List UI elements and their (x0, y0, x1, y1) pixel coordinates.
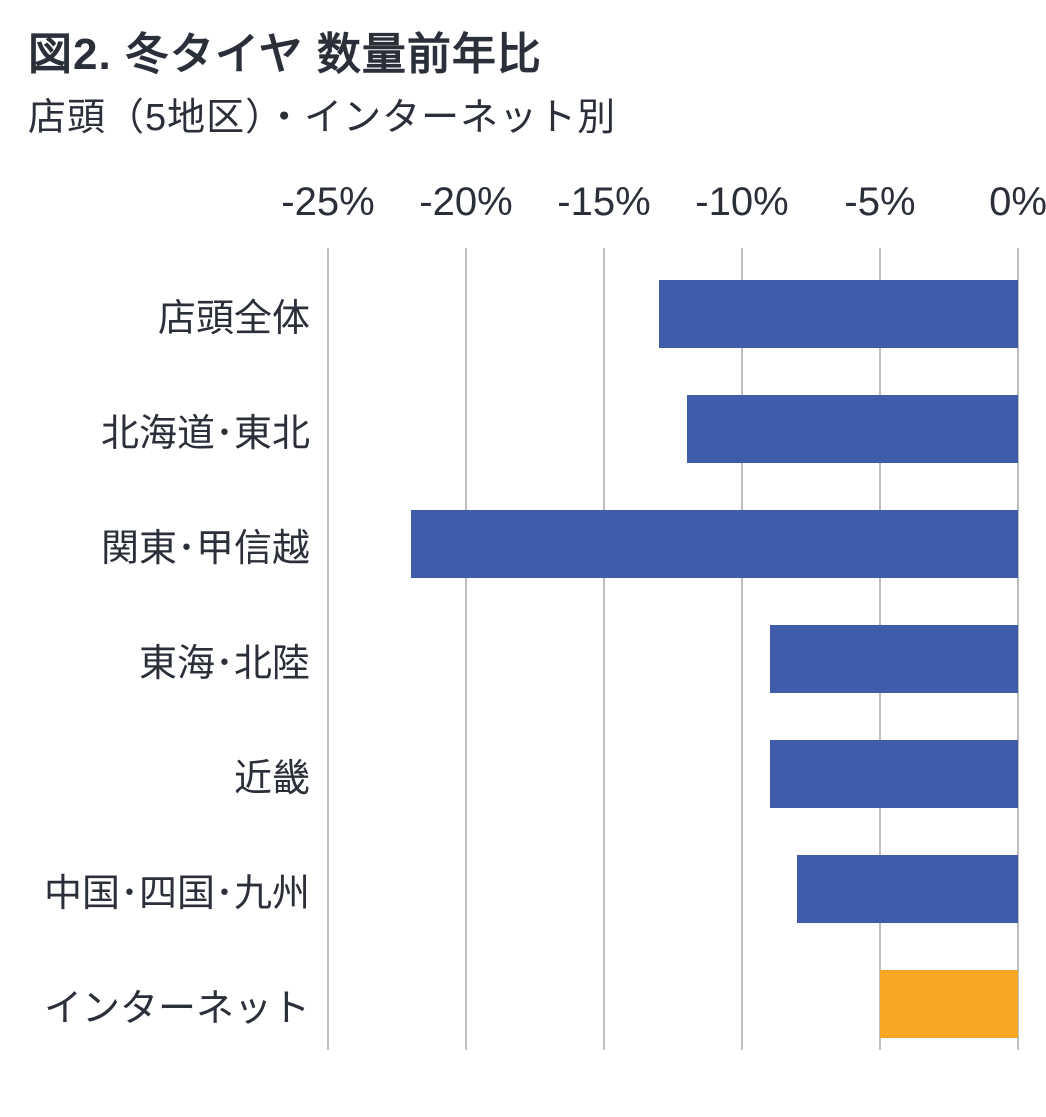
bar (797, 855, 1018, 923)
bar (411, 510, 1018, 578)
bar (770, 625, 1018, 693)
winter-tire-yoy-chart: 図2. 冬タイヤ 数量前年比 店頭（5地区）・インターネット別 店頭全体北海道･… (0, 0, 1046, 1117)
gridline (603, 248, 605, 1050)
y-tick-label: 北海道･東北 (0, 402, 310, 457)
x-tick-label: -25% (281, 180, 374, 225)
bar (880, 970, 1018, 1038)
x-tick-label: 0% (989, 180, 1046, 225)
y-tick-label: インターネット (0, 977, 310, 1032)
y-tick-label: 店頭全体 (0, 287, 310, 342)
y-tick-label: 近畿 (0, 747, 310, 802)
gridline (741, 248, 743, 1050)
x-tick-label: -15% (557, 180, 650, 225)
y-tick-label: 中国･四国･九州 (0, 862, 310, 917)
bar (659, 280, 1018, 348)
x-tick-label: -20% (419, 180, 512, 225)
y-tick-label: 関東･甲信越 (0, 517, 310, 572)
gridline (465, 248, 467, 1050)
chart-title: 図2. 冬タイヤ 数量前年比 (28, 18, 542, 82)
bar (770, 740, 1018, 808)
x-tick-label: -5% (844, 180, 915, 225)
chart-subtitle: 店頭（5地区）・インターネット別 (28, 86, 616, 141)
x-tick-label: -10% (695, 180, 788, 225)
y-tick-label: 東海･北陸 (0, 632, 310, 687)
gridline (327, 248, 329, 1050)
plot-area: -25%-20%-15%-10%-5%0% (328, 180, 1018, 1050)
bar (687, 395, 1018, 463)
